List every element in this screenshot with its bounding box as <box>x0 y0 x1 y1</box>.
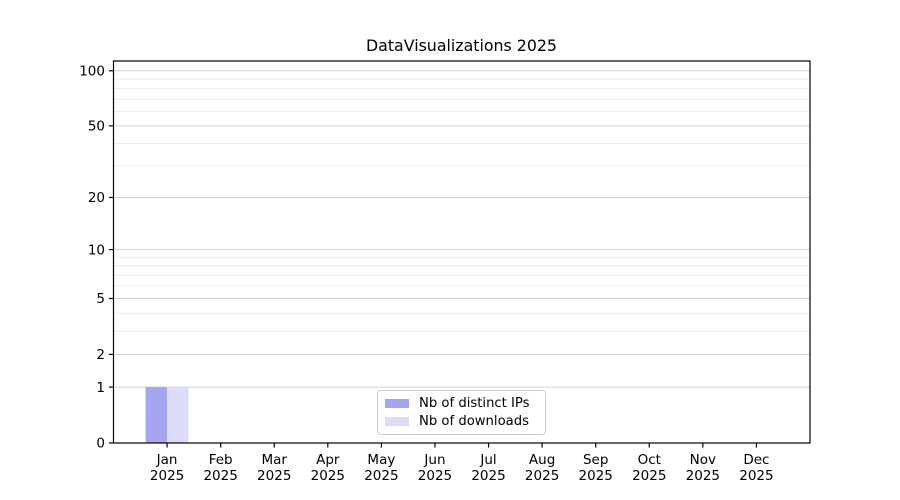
y-tick-label-1: 1 <box>96 380 105 396</box>
x-tick-label-year-apr: 2025 <box>311 468 345 484</box>
legend-swatch-downloads <box>385 416 409 427</box>
y-tick-label-5: 5 <box>96 291 105 307</box>
y-tick-label-20: 20 <box>88 190 105 206</box>
legend-item-downloads: Nb of downloads <box>385 413 539 430</box>
x-tick-label-month-feb: Feb <box>209 452 233 468</box>
plot-border <box>112 60 811 444</box>
x-tick-label-month-jun: Jun <box>423 452 445 468</box>
x-tick-label-month-jul: Jul <box>479 452 496 468</box>
x-tick-label-month-sep: Sep <box>583 452 608 468</box>
y-tick-label-0: 0 <box>96 436 105 452</box>
x-tick-label-year-feb: 2025 <box>203 468 237 484</box>
y-tick-label-50: 50 <box>88 119 105 135</box>
y-tick-label-100: 100 <box>79 63 105 79</box>
x-tick-label-year-nov: 2025 <box>686 468 720 484</box>
x-tick-label-month-apr: Apr <box>316 452 340 468</box>
legend: Nb of distinct IPs Nb of downloads <box>377 390 546 435</box>
legend-swatch-distinct-ips <box>385 398 409 409</box>
x-tick-label-year-sep: 2025 <box>579 468 613 484</box>
x-tick-label-year-jul: 2025 <box>471 468 505 484</box>
x-tick-label-month-oct: Oct <box>638 452 661 468</box>
y-tick-label-10: 10 <box>88 242 105 258</box>
x-tick-label-month-nov: Nov <box>690 452 716 468</box>
chart-title: DataVisualizations 2025 <box>366 36 557 55</box>
x-tick-label-month-dec: Dec <box>743 452 769 468</box>
legend-label-distinct-ips: Nb of distinct IPs <box>419 395 530 411</box>
bar-distinct-ips-jan <box>145 387 168 443</box>
x-tick-label-year-dec: 2025 <box>739 468 773 484</box>
x-tick-label-year-oct: 2025 <box>632 468 666 484</box>
x-tick-label-year-jan: 2025 <box>150 468 184 484</box>
x-tick-label-month-may: May <box>367 452 395 468</box>
x-tick-label-year-mar: 2025 <box>257 468 291 484</box>
x-tick-label-year-may: 2025 <box>364 468 398 484</box>
legend-label-downloads: Nb of downloads <box>419 413 529 429</box>
bar-downloads-jan <box>167 387 189 443</box>
legend-item-distinct-ips: Nb of distinct IPs <box>385 395 539 412</box>
y-tick-label-2: 2 <box>96 347 105 363</box>
x-tick-label-month-aug: Aug <box>529 452 555 468</box>
x-tick-label-month-jan: Jan <box>156 452 178 468</box>
x-tick-label-year-aug: 2025 <box>525 468 559 484</box>
x-tick-label-year-jun: 2025 <box>418 468 452 484</box>
x-tick-label-month-mar: Mar <box>261 452 287 468</box>
